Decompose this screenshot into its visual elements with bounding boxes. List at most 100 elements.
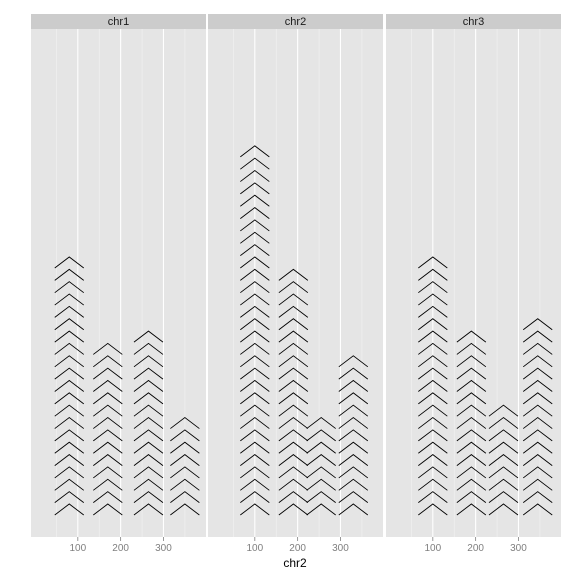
chevron-mark — [456, 404, 487, 417]
chevron-mark — [133, 503, 164, 516]
chevron-mark — [456, 367, 487, 380]
chevron-mark — [306, 441, 336, 454]
strip-background — [31, 14, 206, 29]
chevron-mark — [522, 379, 553, 392]
chevron-mark — [278, 355, 309, 368]
chevron-mark — [306, 454, 336, 466]
chevron-mark — [278, 392, 309, 405]
chevron-mark — [240, 478, 270, 491]
chevron-mark — [522, 416, 553, 429]
chevron-mark — [54, 367, 85, 380]
strip-label: chr3 — [463, 16, 484, 28]
chevron-mark — [306, 478, 336, 491]
chevron-mark — [418, 342, 448, 355]
chevron-mark — [240, 318, 270, 331]
chevron-mark — [522, 330, 553, 343]
x-axis-title: chr2 — [283, 556, 307, 570]
x-tick-label: 200 — [467, 543, 484, 554]
chevron-mark — [338, 503, 369, 516]
chevron-mark — [133, 466, 164, 479]
chevron-mark — [240, 219, 270, 232]
chevron-mark — [93, 342, 123, 355]
chevron-mark — [240, 330, 270, 343]
chevron-mark — [522, 491, 553, 504]
chevron-mark — [240, 281, 270, 294]
chevron-mark — [54, 318, 85, 331]
chevron-mark — [170, 416, 200, 429]
chevron-mark — [306, 429, 336, 442]
chevron-mark — [240, 157, 270, 170]
chevron-mark — [93, 367, 123, 380]
chevron-mark — [418, 503, 448, 516]
chevron-mark — [240, 244, 270, 257]
chevron-mark — [133, 355, 164, 368]
chevron-mark — [133, 491, 164, 504]
chevron-mark — [338, 392, 369, 405]
chevron-mark — [240, 491, 270, 504]
chevron-mark — [240, 379, 270, 392]
panel-background — [386, 29, 561, 537]
chevron-mark — [278, 293, 309, 306]
chevron-mark — [456, 429, 487, 442]
chevron-mark — [418, 416, 448, 429]
chevron-mark — [278, 404, 309, 417]
chevron-mark — [170, 466, 200, 479]
chevron-mark — [240, 145, 270, 158]
chevron-mark — [54, 256, 85, 269]
chevron-mark — [456, 416, 487, 429]
x-tick-label: 100 — [246, 543, 263, 554]
chevron-mark — [93, 441, 123, 454]
chevron-mark — [338, 367, 369, 380]
x-tick-label: 300 — [155, 543, 172, 554]
chevron-mark — [456, 491, 487, 504]
chevron-mark — [54, 305, 85, 318]
chevron-mark — [488, 503, 519, 516]
strip-background — [208, 14, 383, 29]
chevron-mark — [418, 466, 448, 479]
chevron-mark — [54, 503, 85, 516]
chevron-mark — [278, 268, 309, 281]
chevron-mark — [133, 367, 164, 380]
chevron-mark — [488, 416, 519, 429]
chevron-mark — [54, 404, 85, 417]
panel-chr2: chr2 100 200 300 — [208, 14, 383, 554]
x-tick-label: 100 — [69, 543, 86, 554]
chevron-mark — [54, 491, 85, 504]
chevron-mark — [240, 231, 270, 244]
chevron-mark — [522, 478, 553, 491]
chevron-mark — [338, 355, 369, 368]
chevron-mark — [456, 355, 487, 368]
chevron-mark — [93, 478, 123, 491]
chevron-mark — [54, 330, 85, 343]
chevron-mark — [240, 194, 270, 207]
chevron-mark — [278, 441, 309, 454]
chevron-mark — [338, 379, 369, 392]
chevron-mark — [54, 429, 85, 442]
chevron-mark — [240, 466, 270, 479]
chevron-mark — [418, 330, 448, 343]
chevron-mark — [240, 404, 270, 417]
chevron-mark — [418, 256, 448, 269]
chevron-mark — [240, 392, 270, 405]
panel-chr1: chr1 100 200 300 — [31, 14, 206, 554]
chevron-mark — [522, 355, 553, 368]
chevron-mark — [133, 404, 164, 417]
chevron-mark — [133, 330, 164, 343]
chevron-mark — [93, 454, 123, 466]
chevron-mark — [522, 454, 553, 466]
chevron-mark — [54, 268, 85, 281]
chevron-mark — [338, 404, 369, 417]
chevron-mark — [240, 256, 270, 269]
chevron-mark — [240, 503, 270, 516]
chevron-mark — [338, 454, 369, 466]
chevron-mark — [133, 379, 164, 392]
chevron-mark — [54, 293, 85, 306]
chevron-mark — [54, 355, 85, 368]
strip-label: chr1 — [108, 16, 129, 28]
chevron-mark — [522, 466, 553, 479]
chevron-mark — [418, 318, 448, 331]
chevron-mark — [418, 429, 448, 442]
chevron-mark — [418, 404, 448, 417]
chevron-mark — [278, 416, 309, 429]
